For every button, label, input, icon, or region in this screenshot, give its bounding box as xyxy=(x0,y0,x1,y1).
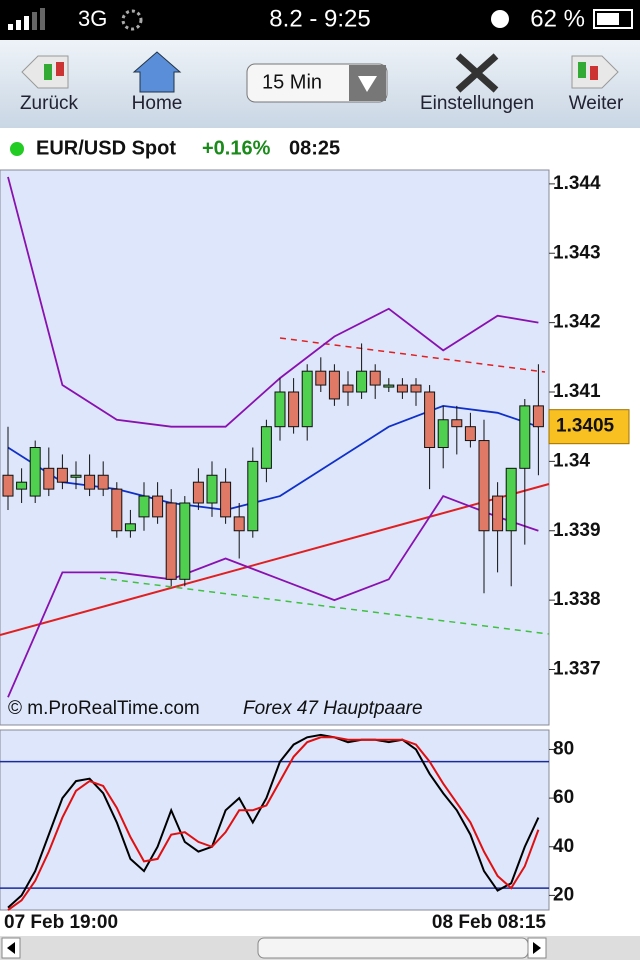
y-tick-label: 1.341 xyxy=(553,381,601,402)
candle-body xyxy=(29,447,41,497)
status-bar xyxy=(0,0,640,40)
price-plot xyxy=(0,169,550,726)
candle-body xyxy=(138,495,150,518)
candle-body xyxy=(532,405,544,428)
home-button[interactable]: Home xyxy=(132,51,183,114)
y-tick-label: 1.343 xyxy=(553,242,601,263)
alarm-icon xyxy=(491,10,509,28)
trend-line xyxy=(99,577,550,635)
candle-body xyxy=(43,467,55,490)
candle-body xyxy=(356,370,368,393)
back-label: Zurück xyxy=(20,93,79,114)
candle-body xyxy=(179,502,191,580)
y-tick-label: 1.342 xyxy=(553,312,601,333)
watermark: Forex 47 Hauptpaare xyxy=(243,698,423,719)
candle-body xyxy=(328,370,340,400)
candle-body xyxy=(437,419,449,448)
candle-body xyxy=(220,481,232,518)
candle-body xyxy=(396,384,408,393)
battery-icon xyxy=(593,9,633,29)
watermark: © m.ProRealTime.com xyxy=(8,698,200,719)
candle-body xyxy=(410,384,422,393)
candle-body xyxy=(97,474,109,490)
candle-body xyxy=(464,426,476,442)
instrument-time: 08:25 xyxy=(289,137,340,159)
candle-body xyxy=(16,481,28,490)
oscillator-line xyxy=(7,733,540,909)
icon xyxy=(56,62,64,76)
candle-body xyxy=(492,495,504,532)
candle-body xyxy=(315,370,327,386)
network: 3G xyxy=(78,6,107,31)
spinner xyxy=(121,9,143,31)
indicator-line xyxy=(7,494,539,698)
y-tick-label: 1.34 xyxy=(553,450,590,471)
y-tick-label: 1.339 xyxy=(553,520,601,541)
candle-body xyxy=(70,474,82,478)
candle-body xyxy=(56,467,68,483)
y-tick-label: 20 xyxy=(553,884,574,905)
candle-body xyxy=(165,502,177,580)
y-tick-label: 1.344 xyxy=(553,173,601,194)
candle-body xyxy=(84,474,96,490)
battery-level xyxy=(597,13,619,25)
clock: 8.2 - 9:25 xyxy=(269,5,370,32)
stochastic-plot xyxy=(0,729,550,911)
instrument-change: +0.16% xyxy=(202,137,271,159)
y-tick-label: 1.337 xyxy=(553,659,601,680)
interval-select[interactable]: 15 Min xyxy=(246,63,388,103)
candle-body xyxy=(342,384,354,393)
y-tick-label: 60 xyxy=(553,787,574,808)
x-label: 08 Feb 08:15 xyxy=(432,912,546,933)
candle-body xyxy=(505,467,517,532)
icon xyxy=(44,64,52,80)
settings-button[interactable]: Einstellungen xyxy=(420,53,534,114)
y-tick-label: 1.338 xyxy=(553,589,601,610)
y-tick-label: 80 xyxy=(553,738,574,759)
candle-body xyxy=(478,440,490,532)
x-label: 07 Feb 19:00 xyxy=(4,912,118,933)
candle-body xyxy=(206,474,218,504)
next-button[interactable]: Weiter xyxy=(569,55,624,114)
last-price-label: 1.3405 xyxy=(556,416,615,437)
candle-body xyxy=(111,488,123,532)
candle-body xyxy=(2,474,14,497)
candle-body xyxy=(233,516,245,532)
candle-body xyxy=(124,523,136,532)
battery-text: 62 % xyxy=(530,5,585,32)
trend-line xyxy=(0,483,550,636)
candle-body xyxy=(369,370,381,386)
status-dot xyxy=(10,142,24,156)
interval-label: 15 Min xyxy=(262,71,322,93)
home-label: Home xyxy=(132,93,183,114)
settings-label: Einstellungen xyxy=(420,93,534,114)
instrument-name: EUR/USD Spot xyxy=(36,137,176,159)
next-label: Weiter xyxy=(569,93,624,114)
candle-body xyxy=(451,419,463,428)
signal xyxy=(8,8,45,30)
candle-body xyxy=(152,495,164,518)
candle-body xyxy=(288,391,300,428)
candle-body xyxy=(301,370,313,428)
last-price-box xyxy=(548,409,630,445)
back-button[interactable]: Zurück xyxy=(20,55,79,114)
oscillator-line xyxy=(7,736,540,911)
scrollbar[interactable] xyxy=(0,936,640,960)
y-tick-label: 40 xyxy=(553,836,574,857)
candle-body xyxy=(274,391,286,428)
candle-body xyxy=(260,426,272,469)
candle-body xyxy=(247,460,259,532)
candle-body xyxy=(383,384,395,388)
candle-body xyxy=(192,481,204,504)
candle-body xyxy=(424,391,436,448)
charts: 1.344 1.343 1.342 1.341 1.34 1.339 1.338 1.337 1… xyxy=(0,173,630,911)
candle-body xyxy=(519,405,531,469)
